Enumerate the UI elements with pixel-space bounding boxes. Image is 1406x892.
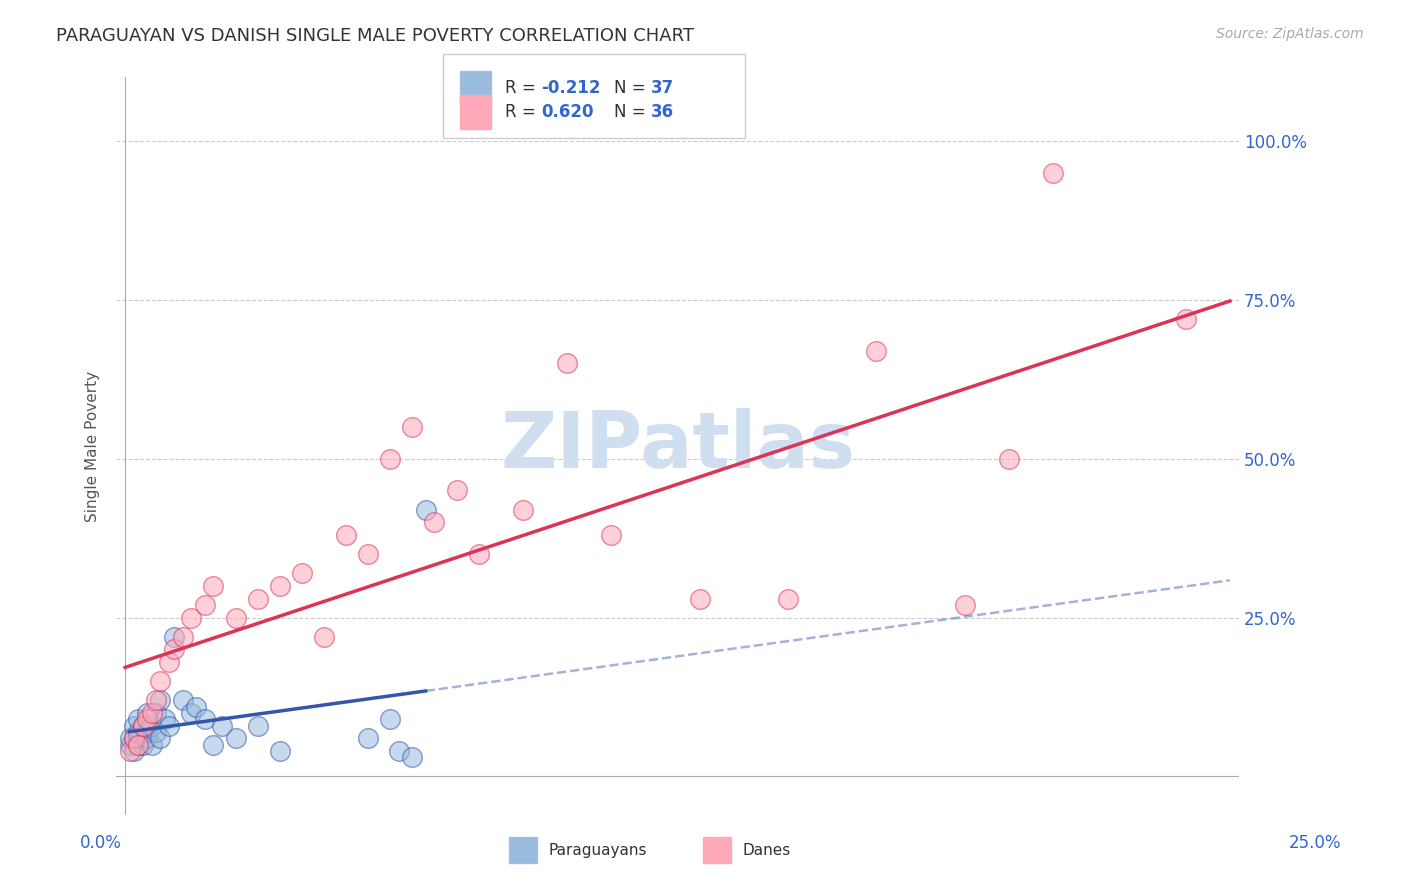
Text: R =: R = xyxy=(505,79,541,97)
Point xyxy=(145,725,167,739)
Point xyxy=(467,547,489,561)
Point xyxy=(446,483,468,498)
Point xyxy=(388,744,411,758)
Point xyxy=(157,655,180,669)
Point xyxy=(312,630,335,644)
Point xyxy=(127,738,149,752)
Point xyxy=(1042,166,1064,180)
Point xyxy=(225,610,247,624)
Point xyxy=(136,706,159,720)
Point xyxy=(149,674,172,689)
Point xyxy=(118,738,141,752)
Point xyxy=(512,502,534,516)
Y-axis label: Single Male Poverty: Single Male Poverty xyxy=(86,370,100,522)
Point xyxy=(246,591,269,606)
Text: ZIPatlas: ZIPatlas xyxy=(501,408,855,484)
Text: -0.212: -0.212 xyxy=(541,79,600,97)
Point xyxy=(269,579,291,593)
Point xyxy=(1174,312,1197,326)
Point xyxy=(998,451,1021,466)
Point xyxy=(555,356,578,370)
Point xyxy=(127,738,149,752)
Point xyxy=(180,706,202,720)
Point xyxy=(194,598,217,612)
Point xyxy=(153,712,176,726)
Point xyxy=(118,744,141,758)
Point xyxy=(202,579,225,593)
Point xyxy=(689,591,711,606)
Point xyxy=(172,630,194,644)
Text: N =: N = xyxy=(614,79,651,97)
Text: N =: N = xyxy=(614,103,651,121)
Point xyxy=(118,731,141,746)
Point xyxy=(202,738,225,752)
Point xyxy=(380,451,402,466)
Text: Source: ZipAtlas.com: Source: ZipAtlas.com xyxy=(1216,27,1364,41)
Text: PARAGUAYAN VS DANISH SINGLE MALE POVERTY CORRELATION CHART: PARAGUAYAN VS DANISH SINGLE MALE POVERTY… xyxy=(56,27,695,45)
Point xyxy=(127,731,149,746)
Point xyxy=(163,642,186,657)
Point xyxy=(415,502,437,516)
Point xyxy=(157,718,180,732)
Point xyxy=(401,420,423,434)
Point xyxy=(141,738,163,752)
Point xyxy=(184,699,207,714)
Text: 0.620: 0.620 xyxy=(541,103,593,121)
Point xyxy=(172,693,194,707)
Point xyxy=(180,610,202,624)
Point xyxy=(401,750,423,764)
Text: Paraguayans: Paraguayans xyxy=(548,843,647,857)
Point xyxy=(600,528,623,542)
Point xyxy=(141,706,163,720)
Point xyxy=(136,712,159,726)
Point xyxy=(211,718,233,732)
Point xyxy=(127,712,149,726)
Text: 36: 36 xyxy=(651,103,673,121)
Point xyxy=(136,731,159,746)
Point xyxy=(776,591,799,606)
Point xyxy=(865,343,887,358)
Point xyxy=(380,712,402,726)
Point xyxy=(132,738,155,752)
Point xyxy=(132,718,155,732)
Point xyxy=(149,693,172,707)
Text: Danes: Danes xyxy=(742,843,790,857)
Text: 0.0%: 0.0% xyxy=(80,834,122,852)
Point xyxy=(132,718,155,732)
Point xyxy=(136,725,159,739)
Point xyxy=(269,744,291,758)
Point xyxy=(357,547,380,561)
Point xyxy=(141,718,163,732)
Point xyxy=(225,731,247,746)
Point xyxy=(127,725,149,739)
Text: 25.0%: 25.0% xyxy=(1288,834,1341,852)
Point xyxy=(163,630,186,644)
Point xyxy=(145,706,167,720)
Point xyxy=(194,712,217,726)
Point xyxy=(246,718,269,732)
Point xyxy=(122,744,145,758)
Point xyxy=(145,693,167,707)
Point xyxy=(122,731,145,746)
Point xyxy=(335,528,357,542)
Point xyxy=(122,731,145,746)
Point xyxy=(953,598,976,612)
Point xyxy=(149,731,172,746)
Point xyxy=(122,718,145,732)
Point xyxy=(357,731,380,746)
Point xyxy=(291,566,314,580)
Text: R =: R = xyxy=(505,103,541,121)
Text: 37: 37 xyxy=(651,79,675,97)
Point xyxy=(423,515,446,529)
